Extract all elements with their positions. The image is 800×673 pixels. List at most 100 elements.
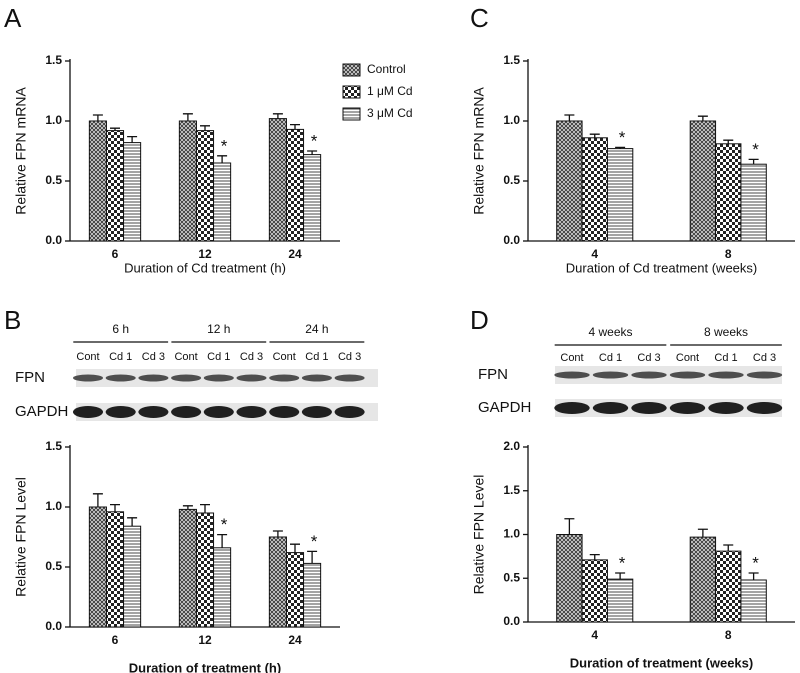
bar — [213, 547, 232, 628]
legend-label: 1 μM Cd — [367, 84, 413, 98]
blot-band — [631, 371, 667, 379]
bar — [285, 552, 305, 628]
y-tick-label: 1.0 — [503, 527, 520, 541]
y-axis-label: Relative FPN Level — [471, 475, 487, 595]
bar — [213, 162, 232, 242]
error-bar — [200, 125, 210, 131]
bar — [88, 120, 107, 242]
blot-band — [105, 374, 136, 382]
blot-band — [631, 402, 667, 414]
blot-group-label: 4 weeks — [588, 325, 632, 339]
error-bar — [110, 503, 120, 512]
bar — [303, 562, 322, 628]
bar — [178, 120, 197, 242]
x-tick-label: 24 — [288, 633, 302, 647]
y-tick-label: 2.0 — [503, 439, 520, 453]
x-axis-label: Duration of Cd treatment (weeks) — [566, 260, 757, 275]
error-bar — [182, 505, 193, 510]
blot-band — [138, 374, 169, 382]
legend-label: 3 μM Cd — [367, 106, 413, 120]
x-axis-label: Duration of Cd treatment (h) — [124, 260, 286, 275]
error-bar — [290, 543, 300, 553]
x-tick-label: 24 — [288, 247, 302, 261]
bar — [303, 154, 322, 242]
error-bar — [697, 528, 708, 538]
blot-band — [138, 406, 169, 418]
blot-band — [72, 374, 104, 382]
bar — [606, 148, 634, 242]
blot-row-label: FPN — [478, 366, 508, 383]
y-axis-label: Relative FPN mRNA — [471, 87, 487, 215]
error-bar — [127, 135, 138, 143]
y-tick-label: 1.0 — [503, 113, 520, 127]
blot-lane-label: Cont — [273, 351, 296, 363]
legend-swatch — [342, 85, 361, 99]
error-bar — [92, 114, 103, 121]
blot-lane-label: Cd 3 — [338, 351, 361, 363]
blot-strip — [555, 366, 782, 384]
error-bar — [182, 113, 193, 121]
bar — [740, 163, 767, 242]
blot-band — [334, 406, 365, 418]
significance-label: * — [311, 131, 318, 150]
blot-lane-label: Cont — [676, 352, 699, 364]
blot-band — [269, 406, 300, 418]
error-bar — [127, 517, 138, 527]
y-tick-label: 0.0 — [45, 233, 62, 247]
blot-band — [236, 374, 267, 382]
x-tick-label: 8 — [725, 628, 732, 642]
error-bar — [615, 146, 626, 149]
blot-lane-label: Cd 1 — [305, 351, 328, 363]
blot-band — [301, 374, 332, 382]
error-bar — [92, 493, 103, 507]
blot-band — [334, 374, 365, 382]
panel-label: C — [470, 3, 489, 33]
bar — [123, 525, 142, 628]
error-bar — [564, 518, 575, 535]
blot-lane-label: Cd 3 — [142, 351, 165, 363]
bar — [195, 512, 215, 628]
error-bar — [748, 572, 759, 580]
blot-band — [592, 402, 629, 414]
blot-band — [669, 402, 706, 414]
blot-band — [708, 371, 744, 379]
blot-band — [592, 371, 629, 379]
y-tick-label: 1.0 — [45, 499, 62, 513]
error-bar — [307, 150, 318, 155]
blot-band — [72, 406, 104, 418]
blot-row-label: GAPDH — [15, 403, 68, 420]
bar — [581, 559, 608, 623]
significance-label: * — [619, 553, 626, 572]
y-tick-label: 0.0 — [503, 614, 520, 628]
blot-lane-label: Cd 3 — [637, 352, 660, 364]
legend-swatch — [342, 107, 361, 121]
legend-swatch — [342, 63, 361, 77]
error-bar — [589, 133, 600, 138]
significance-label: * — [752, 140, 759, 159]
error-bar — [723, 544, 734, 552]
panel-label: A — [4, 3, 22, 33]
blot-group-label: 12 h — [207, 322, 230, 336]
x-tick-label: 4 — [591, 247, 598, 261]
bar — [268, 118, 287, 242]
blot-band — [301, 406, 332, 418]
bar — [740, 579, 767, 623]
bar — [581, 137, 608, 242]
blot-band — [669, 371, 706, 379]
y-tick-label: 1.5 — [45, 53, 62, 67]
y-tick-label: 1.5 — [503, 53, 520, 67]
y-axis-label: Relative FPN Level — [13, 477, 29, 597]
error-bar — [200, 503, 210, 513]
blot-band — [171, 406, 202, 418]
blot-band — [746, 371, 783, 379]
y-tick-label: 0.0 — [503, 233, 520, 247]
blot-band — [171, 374, 202, 382]
blot-band — [203, 406, 234, 418]
x-axis-label: Duration of treatment (weeks) — [570, 655, 753, 670]
error-bar — [589, 553, 600, 560]
x-tick-label: 8 — [725, 247, 732, 261]
bar — [556, 534, 583, 623]
blot-row-label: FPN — [15, 369, 45, 386]
y-tick-label: 0.5 — [45, 173, 62, 187]
